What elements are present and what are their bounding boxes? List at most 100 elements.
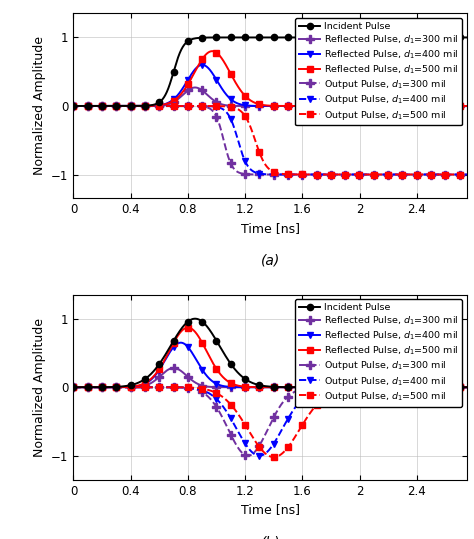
- Reflected Pulse, $d_1$=300 mil: [116, 103, 121, 109]
- Incident Pulse: [238, 34, 244, 40]
- Reflected Pulse, $d_1$=500 mil: [464, 103, 470, 109]
- Output Pulse, $d_1$=300 mil: [464, 384, 470, 390]
- Reflected Pulse, $d_1$=400 mil: [464, 384, 470, 390]
- Line: Reflected Pulse, $d_1$=300 mil: Reflected Pulse, $d_1$=300 mil: [69, 84, 471, 110]
- Output Pulse, $d_1$=500 mil: [116, 384, 121, 390]
- Incident Pulse: [456, 34, 462, 40]
- Reflected Pulse, $d_1$=400 mil: [71, 103, 76, 109]
- Output Pulse, $d_1$=300 mil: [414, 171, 420, 178]
- Incident Pulse: [116, 383, 121, 390]
- Reflected Pulse, $d_1$=300 mil: [116, 384, 121, 390]
- Line: Reflected Pulse, $d_1$=300 mil: Reflected Pulse, $d_1$=300 mil: [69, 364, 471, 391]
- X-axis label: Time [ns]: Time [ns]: [241, 503, 300, 516]
- Incident Pulse: [356, 34, 362, 40]
- Output Pulse, $d_1$=300 mil: [245, 453, 251, 459]
- Output Pulse, $d_1$=300 mil: [380, 171, 385, 178]
- Output Pulse, $d_1$=400 mil: [238, 148, 244, 155]
- Output Pulse, $d_1$=400 mil: [116, 384, 121, 390]
- Text: (a): (a): [261, 254, 280, 268]
- Output Pulse, $d_1$=300 mil: [71, 384, 76, 390]
- Reflected Pulse, $d_1$=300 mil: [464, 103, 470, 109]
- Output Pulse, $d_1$=400 mil: [414, 384, 420, 390]
- Output Pulse, $d_1$=300 mil: [139, 103, 145, 109]
- Reflected Pulse, $d_1$=400 mil: [116, 384, 121, 390]
- Reflected Pulse, $d_1$=300 mil: [456, 103, 462, 109]
- Output Pulse, $d_1$=300 mil: [71, 103, 76, 109]
- Reflected Pulse, $d_1$=400 mil: [414, 103, 420, 109]
- Output Pulse, $d_1$=500 mil: [464, 171, 470, 178]
- Output Pulse, $d_1$=300 mil: [456, 384, 462, 390]
- Incident Pulse: [464, 34, 470, 40]
- Reflected Pulse, $d_1$=400 mil: [200, 61, 205, 68]
- Output Pulse, $d_1$=500 mil: [238, 108, 244, 115]
- Reflected Pulse, $d_1$=400 mil: [222, 383, 228, 390]
- Reflected Pulse, $d_1$=300 mil: [464, 384, 470, 390]
- Reflected Pulse, $d_1$=500 mil: [414, 384, 420, 390]
- Output Pulse, $d_1$=500 mil: [221, 103, 227, 109]
- Output Pulse, $d_1$=500 mil: [71, 384, 76, 390]
- Output Pulse, $d_1$=400 mil: [71, 103, 76, 109]
- Reflected Pulse, $d_1$=300 mil: [139, 103, 145, 109]
- Reflected Pulse, $d_1$=400 mil: [116, 103, 121, 109]
- Output Pulse, $d_1$=400 mil: [139, 103, 145, 109]
- Output Pulse, $d_1$=300 mil: [238, 449, 244, 455]
- Output Pulse, $d_1$=300 mil: [238, 170, 244, 177]
- Output Pulse, $d_1$=500 mil: [464, 384, 470, 390]
- Reflected Pulse, $d_1$=500 mil: [185, 324, 191, 331]
- Reflected Pulse, $d_1$=400 mil: [71, 384, 76, 390]
- Reflected Pulse, $d_1$=500 mil: [116, 384, 121, 390]
- Reflected Pulse, $d_1$=300 mil: [139, 383, 145, 390]
- Output Pulse, $d_1$=400 mil: [464, 171, 470, 178]
- Incident Pulse: [222, 351, 228, 357]
- Reflected Pulse, $d_1$=300 mil: [414, 103, 420, 109]
- Output Pulse, $d_1$=500 mil: [116, 103, 121, 109]
- Incident Pulse: [139, 102, 145, 109]
- Reflected Pulse, $d_1$=300 mil: [222, 384, 228, 390]
- Incident Pulse: [221, 34, 227, 41]
- Reflected Pulse, $d_1$=300 mil: [171, 365, 176, 371]
- Reflected Pulse, $d_1$=500 mil: [139, 103, 145, 109]
- Incident Pulse: [192, 315, 198, 322]
- Output Pulse, $d_1$=300 mil: [456, 171, 462, 178]
- Reflected Pulse, $d_1$=400 mil: [239, 384, 245, 390]
- Output Pulse, $d_1$=500 mil: [414, 384, 420, 390]
- Reflected Pulse, $d_1$=500 mil: [116, 103, 121, 109]
- Output Pulse, $d_1$=500 mil: [139, 384, 145, 390]
- Output Pulse, $d_1$=300 mil: [221, 418, 227, 425]
- Output Pulse, $d_1$=400 mil: [238, 434, 244, 440]
- Line: Output Pulse, $d_1$=300 mil: Output Pulse, $d_1$=300 mil: [69, 383, 471, 460]
- Output Pulse, $d_1$=300 mil: [139, 384, 145, 390]
- Output Pulse, $d_1$=500 mil: [221, 395, 227, 402]
- Reflected Pulse, $d_1$=500 mil: [210, 48, 215, 54]
- Reflected Pulse, $d_1$=500 mil: [464, 384, 470, 390]
- Output Pulse, $d_1$=400 mil: [221, 107, 227, 113]
- Output Pulse, $d_1$=300 mil: [116, 103, 121, 109]
- Incident Pulse: [71, 103, 76, 109]
- Line: Output Pulse, $d_1$=300 mil: Output Pulse, $d_1$=300 mil: [69, 102, 471, 178]
- Line: Reflected Pulse, $d_1$=400 mil: Reflected Pulse, $d_1$=400 mil: [70, 339, 470, 391]
- Line: Incident Pulse: Incident Pulse: [70, 34, 470, 109]
- Incident Pulse: [139, 378, 145, 384]
- Output Pulse, $d_1$=400 mil: [139, 384, 145, 390]
- Output Pulse, $d_1$=400 mil: [420, 171, 426, 178]
- Incident Pulse: [71, 384, 76, 390]
- Output Pulse, $d_1$=400 mil: [116, 103, 121, 109]
- Reflected Pulse, $d_1$=300 mil: [71, 384, 76, 390]
- Line: Output Pulse, $d_1$=500 mil: Output Pulse, $d_1$=500 mil: [70, 384, 470, 460]
- Line: Reflected Pulse, $d_1$=500 mil: Reflected Pulse, $d_1$=500 mil: [70, 324, 470, 390]
- Reflected Pulse, $d_1$=400 mil: [139, 382, 145, 389]
- Output Pulse, $d_1$=400 mil: [414, 171, 419, 178]
- Line: Reflected Pulse, $d_1$=500 mil: Reflected Pulse, $d_1$=500 mil: [70, 48, 470, 109]
- Reflected Pulse, $d_1$=300 mil: [192, 84, 198, 91]
- Output Pulse, $d_1$=500 mil: [456, 171, 462, 178]
- Line: Reflected Pulse, $d_1$=400 mil: Reflected Pulse, $d_1$=400 mil: [70, 61, 470, 109]
- Reflected Pulse, $d_1$=300 mil: [222, 102, 228, 108]
- Reflected Pulse, $d_1$=400 mil: [239, 101, 245, 108]
- Incident Pulse: [239, 373, 245, 379]
- Reflected Pulse, $d_1$=500 mil: [222, 59, 228, 66]
- Reflected Pulse, $d_1$=500 mil: [139, 381, 145, 388]
- Output Pulse, $d_1$=300 mil: [221, 140, 227, 146]
- Reflected Pulse, $d_1$=400 mil: [464, 103, 470, 109]
- Output Pulse, $d_1$=500 mil: [271, 454, 277, 460]
- Legend: Incident Pulse, Reflected Pulse, $d_1$=300 mil, Reflected Pulse, $d_1$=400 mil, : Incident Pulse, Reflected Pulse, $d_1$=3…: [295, 300, 462, 406]
